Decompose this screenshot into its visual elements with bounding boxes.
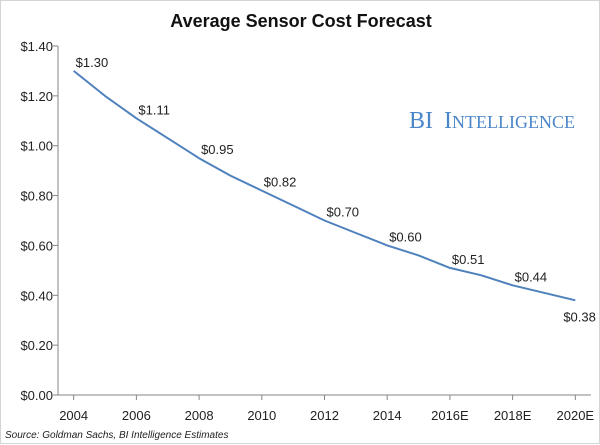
data-labels: $1.30 $1.11 $0.95 $0.82 $0.70 $0.60 $0.51 $0.44… (76, 55, 596, 324)
x-tick-label: 2006 (122, 408, 151, 423)
x-tick-label: 2020E (557, 408, 595, 423)
y-tick-label: $1.00 (20, 139, 53, 154)
series-line (73, 70, 576, 302)
data-label: $0.95 (201, 142, 234, 157)
data-label: $0.44 (515, 269, 548, 284)
tick-labels: $0.00 $0.20 $0.40 $0.60 $0.80 $1.00 $1.20 $1.40… (20, 39, 594, 423)
data-label: $0.51 (452, 252, 485, 267)
x-tick-label: 2016E (431, 408, 469, 423)
source-note: Source: Goldman Sachs, BI Intelligence E… (5, 430, 228, 441)
axes (53, 45, 591, 400)
y-tick-label: $0.80 (20, 189, 53, 204)
y-tick-label: $0.00 (20, 388, 53, 403)
x-tick-label: 2012 (310, 408, 339, 423)
x-tick-label: 2010 (247, 408, 276, 423)
chart-title: Average Sensor Cost Forecast (170, 11, 431, 31)
data-label: $0.70 (327, 205, 360, 220)
data-label: $1.30 (76, 55, 109, 70)
data-label: $0.82 (264, 175, 297, 190)
data-label: $0.38 (563, 309, 596, 324)
y-tick-label: $1.20 (20, 89, 53, 104)
x-tick-label: 2008 (185, 408, 214, 423)
data-label: $0.60 (389, 229, 422, 244)
svg-text:BI INTELLIGENCE: BI INTELLIGENCE (409, 108, 575, 134)
bi-intelligence-watermark: BI INTELLIGENCE (409, 108, 575, 134)
data-label: $1.11 (138, 102, 170, 117)
y-tick-label: $1.40 (20, 39, 53, 54)
x-tick-label: 2018E (494, 408, 532, 423)
series-layer (73, 70, 576, 302)
y-tick-label: $0.20 (20, 338, 53, 353)
y-tick-label: $0.60 (20, 238, 53, 253)
x-tick-label: 2004 (59, 408, 88, 423)
watermark-bi: BI (409, 108, 433, 134)
watermark-intelligence: INTELLIGENCE (444, 108, 575, 134)
x-tick-label: 2014 (373, 408, 402, 423)
y-tick-label: $0.40 (20, 288, 53, 303)
